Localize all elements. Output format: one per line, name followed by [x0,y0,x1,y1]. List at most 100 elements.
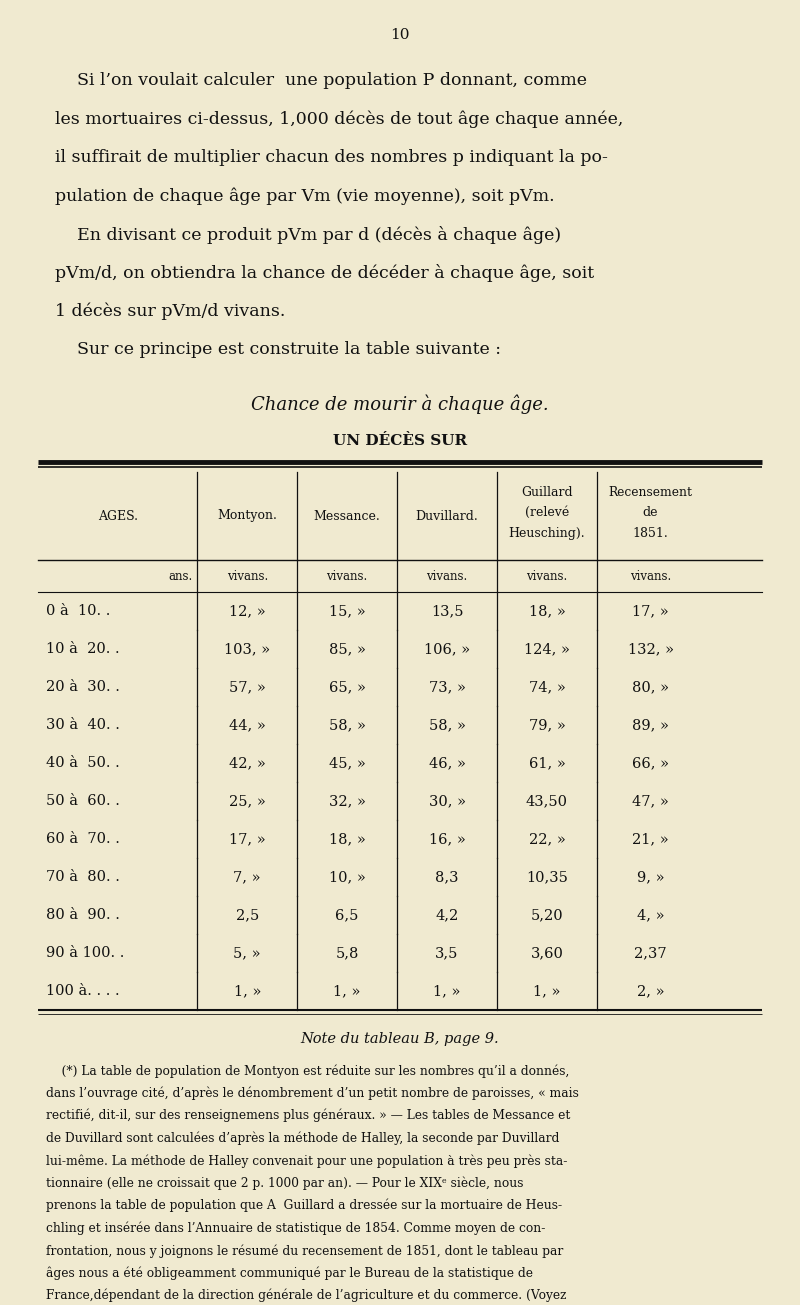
Text: vivans.: vivans. [426,569,468,582]
Text: 4, »: 4, » [637,908,664,923]
Text: 44, »: 44, » [229,718,266,732]
Text: 42, »: 42, » [229,756,266,770]
Text: 10, »: 10, » [329,870,366,883]
Text: 47, »: 47, » [632,793,669,808]
Text: 7, »: 7, » [234,870,261,883]
Text: 43,50: 43,50 [526,793,568,808]
Text: 50 à  60. .: 50 à 60. . [46,793,120,808]
Text: 15, »: 15, » [329,604,366,619]
Text: 18, »: 18, » [529,604,566,619]
Text: de: de [642,506,658,519]
Text: 9, »: 9, » [637,870,664,883]
Text: de Duvillard sont calculées d’après la méthode de Halley, la seconde par Duvilla: de Duvillard sont calculées d’après la m… [46,1131,559,1144]
Text: Chance de mourir à chaque âge.: Chance de mourir à chaque âge. [251,394,549,414]
Text: tionnaire (elle ne croissait que 2 p. 1000 par an). — Pour le XIXᵉ siècle, nous: tionnaire (elle ne croissait que 2 p. 10… [46,1177,523,1190]
Text: 61, »: 61, » [529,756,566,770]
Text: 4,2: 4,2 [435,908,458,923]
Text: 1 décès sur pVm/d vivans.: 1 décès sur pVm/d vivans. [55,303,286,321]
Text: il suffirait de multiplier chacun des nombres p indiquant la po-: il suffirait de multiplier chacun des no… [55,149,608,166]
Text: Si l’on voulait calculer  une population P donnant, comme: Si l’on voulait calculer une population … [55,72,587,89]
Text: lui-même. La méthode de Halley convenait pour une population à très peu près sta: lui-même. La méthode de Halley convenait… [46,1154,567,1168]
Text: 0 à  10. .: 0 à 10. . [46,604,110,619]
Text: 25, »: 25, » [229,793,266,808]
Text: En divisant ce produit pVm par d (décès à chaque âge): En divisant ce produit pVm par d (décès … [55,226,561,244]
Text: 1, »: 1, » [434,984,461,998]
Text: 10 à  20. .: 10 à 20. . [46,642,120,656]
Text: 18, »: 18, » [329,833,366,846]
Text: 106, »: 106, » [424,642,470,656]
Text: Heusching).: Heusching). [509,527,586,540]
Text: 16, »: 16, » [429,833,466,846]
Text: 30 à  40. .: 30 à 40. . [46,718,120,732]
Text: France,dépendant de la direction générale de l’agriculture et du commerce. (Voye: France,dépendant de la direction général… [46,1289,566,1302]
Text: 100 à. . . .: 100 à. . . . [46,984,120,998]
Text: 90 à 100. .: 90 à 100. . [46,946,124,960]
Text: 70 à  80. .: 70 à 80. . [46,870,120,883]
Text: Messance.: Messance. [314,509,381,522]
Text: 2,37: 2,37 [634,946,667,960]
Text: frontation, nous y joignons le résumé du recensement de 1851, dont le tableau pa: frontation, nous y joignons le résumé du… [46,1244,563,1258]
Text: rectifié, dit-il, sur des renseignemens plus généraux. » — Les tables de Messanc: rectifié, dit-il, sur des renseignemens … [46,1109,570,1122]
Text: 2, »: 2, » [637,984,664,998]
Text: les mortuaires ci-dessus, 1,000 décès de tout âge chaque année,: les mortuaires ci-dessus, 1,000 décès de… [55,111,623,128]
Text: Note du tableau B, page 9.: Note du tableau B, page 9. [301,1032,499,1047]
Text: 73, »: 73, » [429,680,466,694]
Text: vivans.: vivans. [226,569,268,582]
Text: 1851.: 1851. [633,527,668,540]
Text: 21, »: 21, » [632,833,669,846]
Text: 80 à  90. .: 80 à 90. . [46,908,120,923]
Text: vivans.: vivans. [326,569,368,582]
Text: 10,35: 10,35 [526,870,568,883]
Text: Guillard: Guillard [521,485,573,499]
Text: Duvillard.: Duvillard. [416,509,478,522]
Text: pVm/d, on obtiendra la chance de décéder à chaque âge, soit: pVm/d, on obtiendra la chance de décéder… [55,265,594,282]
Text: 45, »: 45, » [329,756,366,770]
Text: 3,60: 3,60 [530,946,563,960]
Text: 85, »: 85, » [329,642,366,656]
Text: 40 à  50. .: 40 à 50. . [46,756,120,770]
Text: 5, »: 5, » [234,946,261,960]
Text: dans l’ouvrage cité, d’après le dénombrement d’un petit nombre de paroisses, « m: dans l’ouvrage cité, d’après le dénombre… [46,1087,579,1100]
Text: 17, »: 17, » [229,833,266,846]
Text: ans.: ans. [168,569,192,582]
Text: 30, »: 30, » [429,793,466,808]
Text: 89, »: 89, » [632,718,669,732]
Text: (*) La table de population de Montyon est réduite sur les nombres qu’il a donnés: (*) La table de population de Montyon es… [46,1064,570,1078]
Text: 22, »: 22, » [529,833,566,846]
Text: 65, »: 65, » [329,680,366,694]
Text: âges nous a été obligeamment communiqué par le Bureau de la statistique de: âges nous a été obligeamment communiqué … [46,1266,533,1280]
Text: 20 à  30. .: 20 à 30. . [46,680,120,694]
Text: 13,5: 13,5 [431,604,463,619]
Text: 6,5: 6,5 [335,908,359,923]
Text: 132, »: 132, » [627,642,674,656]
Text: 1, »: 1, » [534,984,561,998]
Text: 17, »: 17, » [632,604,669,619]
Text: 103, »: 103, » [224,642,270,656]
Text: Montyon.: Montyon. [218,509,277,522]
Text: 8,3: 8,3 [435,870,459,883]
Text: prenons la table de population que A  Guillard a dressée sur la mortuaire de Heu: prenons la table de population que A Gui… [46,1199,562,1212]
Text: Recensement: Recensement [609,485,693,499]
Text: vivans.: vivans. [526,569,567,582]
Text: pulation de chaque âge par Vm (vie moyenne), soit pVm.: pulation de chaque âge par Vm (vie moyen… [55,188,554,205]
Text: 124, »: 124, » [524,642,570,656]
Text: 79, »: 79, » [529,718,566,732]
Text: 10: 10 [390,27,410,42]
Text: 66, »: 66, » [632,756,669,770]
Text: 12, »: 12, » [229,604,266,619]
Text: 74, »: 74, » [529,680,566,694]
Text: 60 à  70. .: 60 à 70. . [46,833,120,846]
Text: (relevé: (relevé [525,506,569,519]
Text: 5,8: 5,8 [335,946,359,960]
Text: vivans.: vivans. [630,569,671,582]
Text: 2,5: 2,5 [236,908,259,923]
Text: 46, »: 46, » [429,756,466,770]
Text: 58, »: 58, » [429,718,466,732]
Text: 80, »: 80, » [632,680,669,694]
Text: 3,5: 3,5 [435,946,458,960]
Text: UN DÉCÈS SUR: UN DÉCÈS SUR [333,435,467,448]
Text: 1, »: 1, » [334,984,361,998]
Text: chling et insérée dans l’Annuaire de statistique de 1854. Comme moyen de con-: chling et insérée dans l’Annuaire de sta… [46,1221,546,1235]
Text: 1, »: 1, » [234,984,261,998]
Text: 58, »: 58, » [329,718,366,732]
